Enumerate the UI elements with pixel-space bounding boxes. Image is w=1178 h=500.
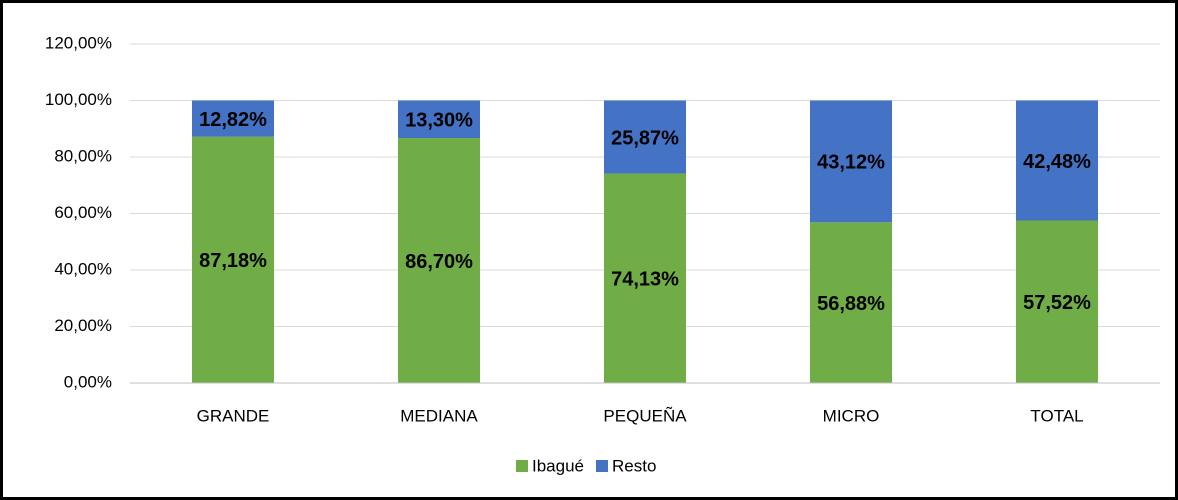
x-tick-label: PEQUEÑA (603, 406, 687, 425)
y-tick-label: 0,00% (64, 372, 112, 391)
data-label: 86,70% (405, 251, 473, 273)
bar-segment (398, 100, 480, 139)
legend-label: Ibagué (532, 456, 584, 475)
x-tick-label: TOTAL (1030, 406, 1083, 425)
bar-segment (604, 173, 686, 383)
data-label: 56,88% (817, 293, 885, 315)
legend-swatch (596, 460, 608, 472)
x-tick-label: MEDIANA (400, 406, 478, 425)
bar-segment (1016, 100, 1098, 221)
data-label: 42,48% (1023, 151, 1091, 173)
data-label: 25,87% (611, 127, 679, 149)
bar-segment (810, 222, 892, 383)
data-label: 13,30% (405, 110, 473, 132)
bar-segment (398, 138, 480, 383)
data-label: 74,13% (611, 269, 679, 291)
data-label: 12,82% (199, 109, 267, 131)
y-tick-label: 60,00% (54, 203, 112, 222)
y-tick-label: 40,00% (54, 259, 112, 278)
bar-segment (604, 100, 686, 174)
bar-segment (810, 100, 892, 223)
y-tick-label: 80,00% (54, 146, 112, 165)
data-label: 57,52% (1023, 292, 1091, 314)
x-tick-label: GRANDE (197, 406, 270, 425)
y-tick-label: 100,00% (45, 90, 112, 109)
y-tick-label: 20,00% (54, 316, 112, 335)
data-label: 87,18% (199, 250, 267, 272)
bar-segment (192, 136, 274, 383)
y-tick-label: 120,00% (45, 33, 112, 52)
legend-label: Resto (612, 456, 656, 475)
data-label: 43,12% (817, 152, 885, 174)
bar-segment (192, 100, 274, 137)
bar-segment (1016, 220, 1098, 383)
legend-swatch (516, 460, 528, 472)
x-tick-label: MICRO (823, 406, 880, 425)
